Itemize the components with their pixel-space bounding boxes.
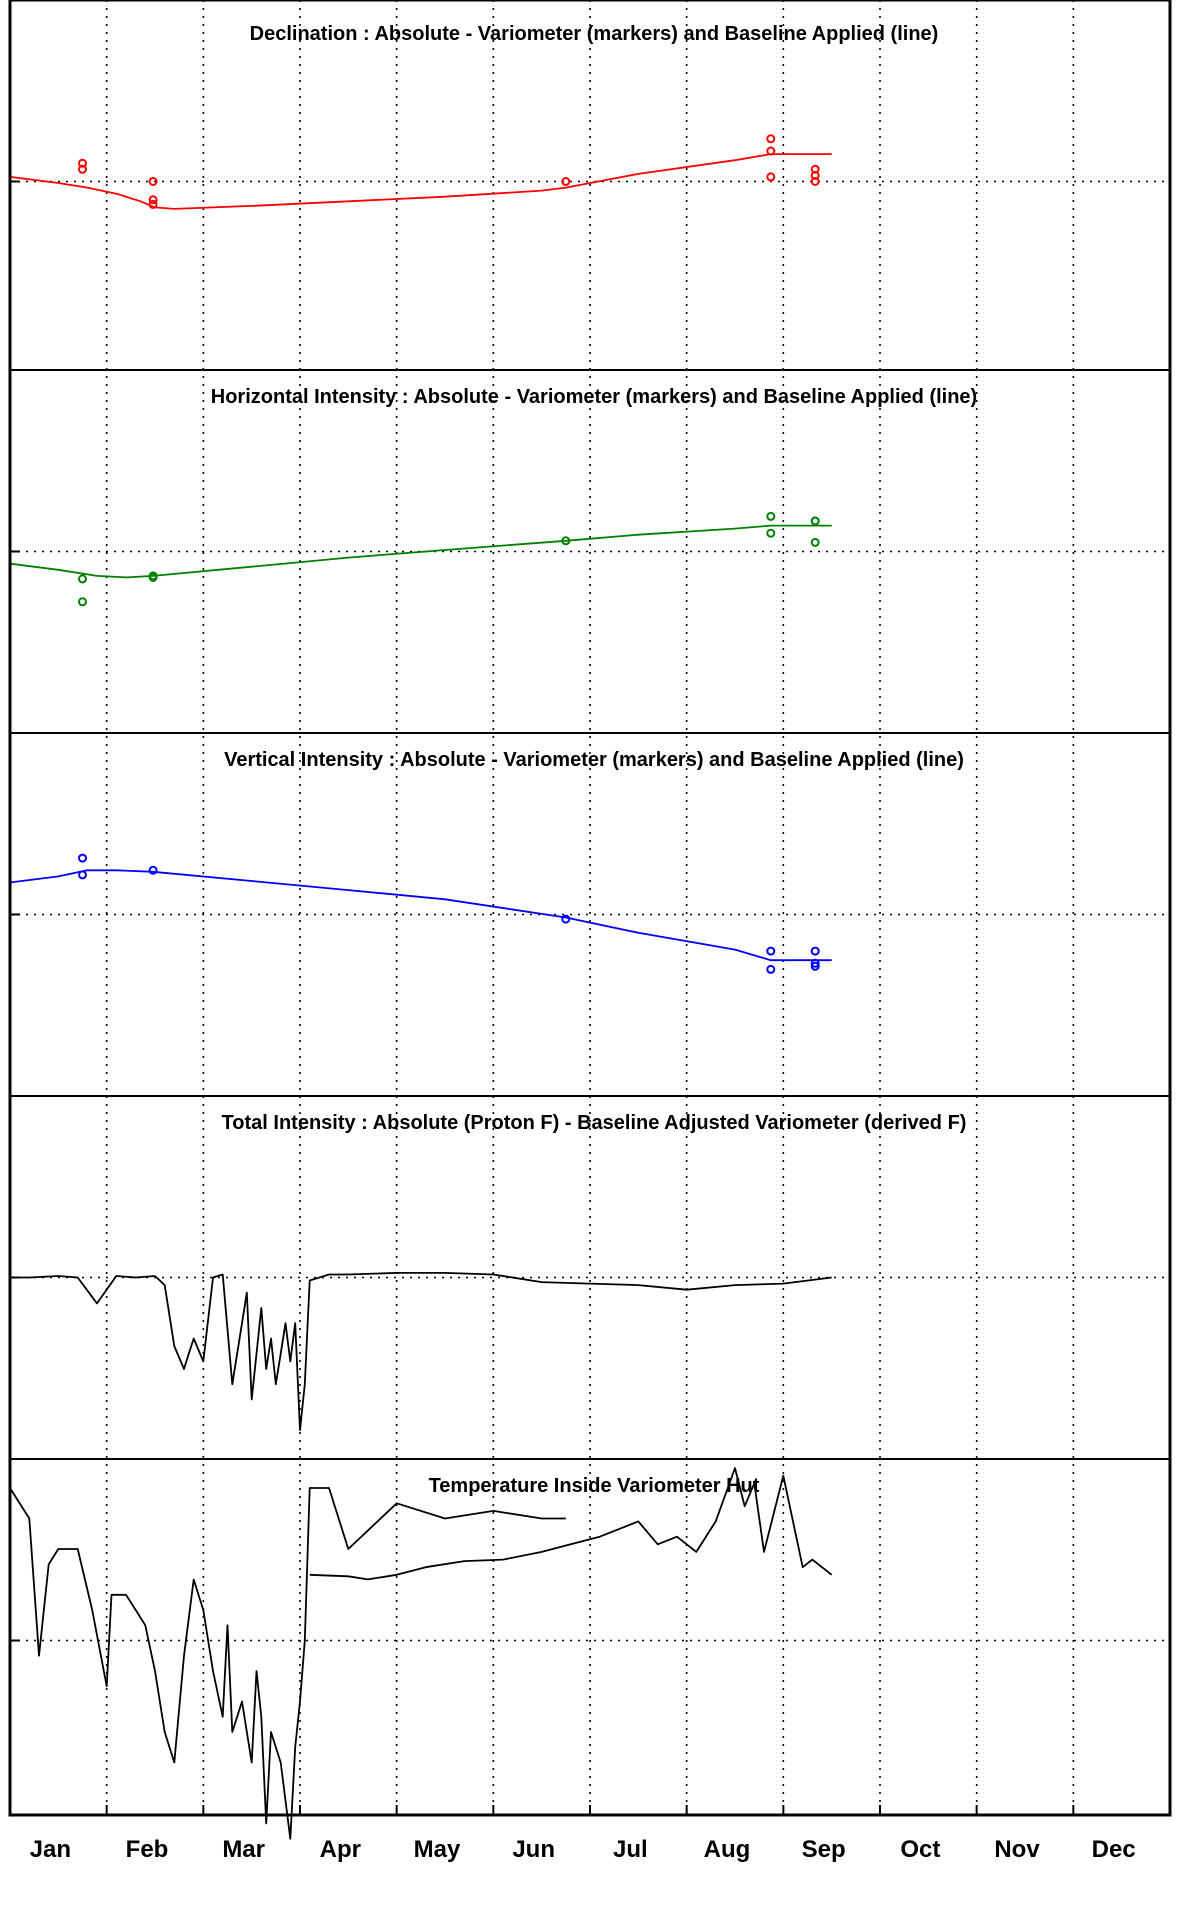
month-label-mar: Mar (222, 1836, 265, 1863)
horizontal-marker (766, 511, 776, 521)
vertical-marker (766, 946, 776, 956)
month-label-jun: Jun (512, 1836, 555, 1863)
horizontal-marker (766, 528, 776, 538)
month-label-nov: Nov (994, 1836, 1040, 1863)
temperature-panel-title: Temperature Inside Variometer Hut (429, 1475, 760, 1497)
vertical-marker (810, 946, 820, 956)
declination-panel-title: Declination : Absolute - Variometer (mar… (250, 23, 939, 45)
month-label-jan: Jan (30, 1836, 71, 1863)
declination-series-line-1 (9, 153, 832, 210)
vertical-marker (78, 853, 87, 863)
vertical-marker (810, 961, 820, 971)
vertical-panel-title: Vertical Intensity : Absolute - Variomet… (224, 749, 964, 771)
horizontal-panel-title: Horizontal Intensity : Absolute - Variom… (211, 386, 977, 408)
horizontal-marker (148, 572, 158, 582)
panel-titles: Declination : Absolute - Variometer (mar… (211, 23, 977, 1497)
month-label-apr: Apr (320, 1836, 361, 1863)
grid-lines (10, 0, 1170, 1815)
horizontal-marker (810, 537, 820, 547)
month-label-oct: Oct (900, 1836, 940, 1863)
vertical-series-line-1 (9, 869, 832, 962)
horizontal-marker (78, 574, 87, 584)
vertical-marker (766, 964, 776, 974)
month-label-dec: Dec (1092, 1836, 1136, 1863)
declination-marker (810, 177, 820, 186)
horizontal-marker (78, 597, 87, 607)
horizontal-marker (810, 516, 820, 526)
month-tick-labels: Jan Feb Mar Apr May Jun Jul Aug Sep Oct Nov Dec (9, 1805, 1136, 1863)
declination-marker (766, 134, 776, 144)
total-series-line-1 (309, 1467, 833, 1581)
total-series-line-0 (10, 1272, 832, 1431)
declination-marker (148, 195, 158, 205)
month-label-jul: Jul (613, 1836, 648, 1863)
data-series (9, 134, 833, 1840)
horizontal-series-line-1 (9, 524, 832, 579)
declination-marker (561, 177, 571, 186)
temperature-series-line-0 (9, 1487, 566, 1840)
month-label-aug: Aug (704, 1836, 751, 1863)
declination-marker (148, 177, 158, 186)
declination-marker (78, 164, 87, 174)
vertical-marker (148, 865, 158, 875)
month-label-feb: Feb (126, 1836, 169, 1863)
total-panel-title: Total Intensity : Absolute (Proton F) - … (222, 1112, 967, 1134)
declination-marker (766, 172, 776, 182)
month-label-sep: Sep (802, 1836, 846, 1863)
month-label-may: May (414, 1836, 461, 1863)
